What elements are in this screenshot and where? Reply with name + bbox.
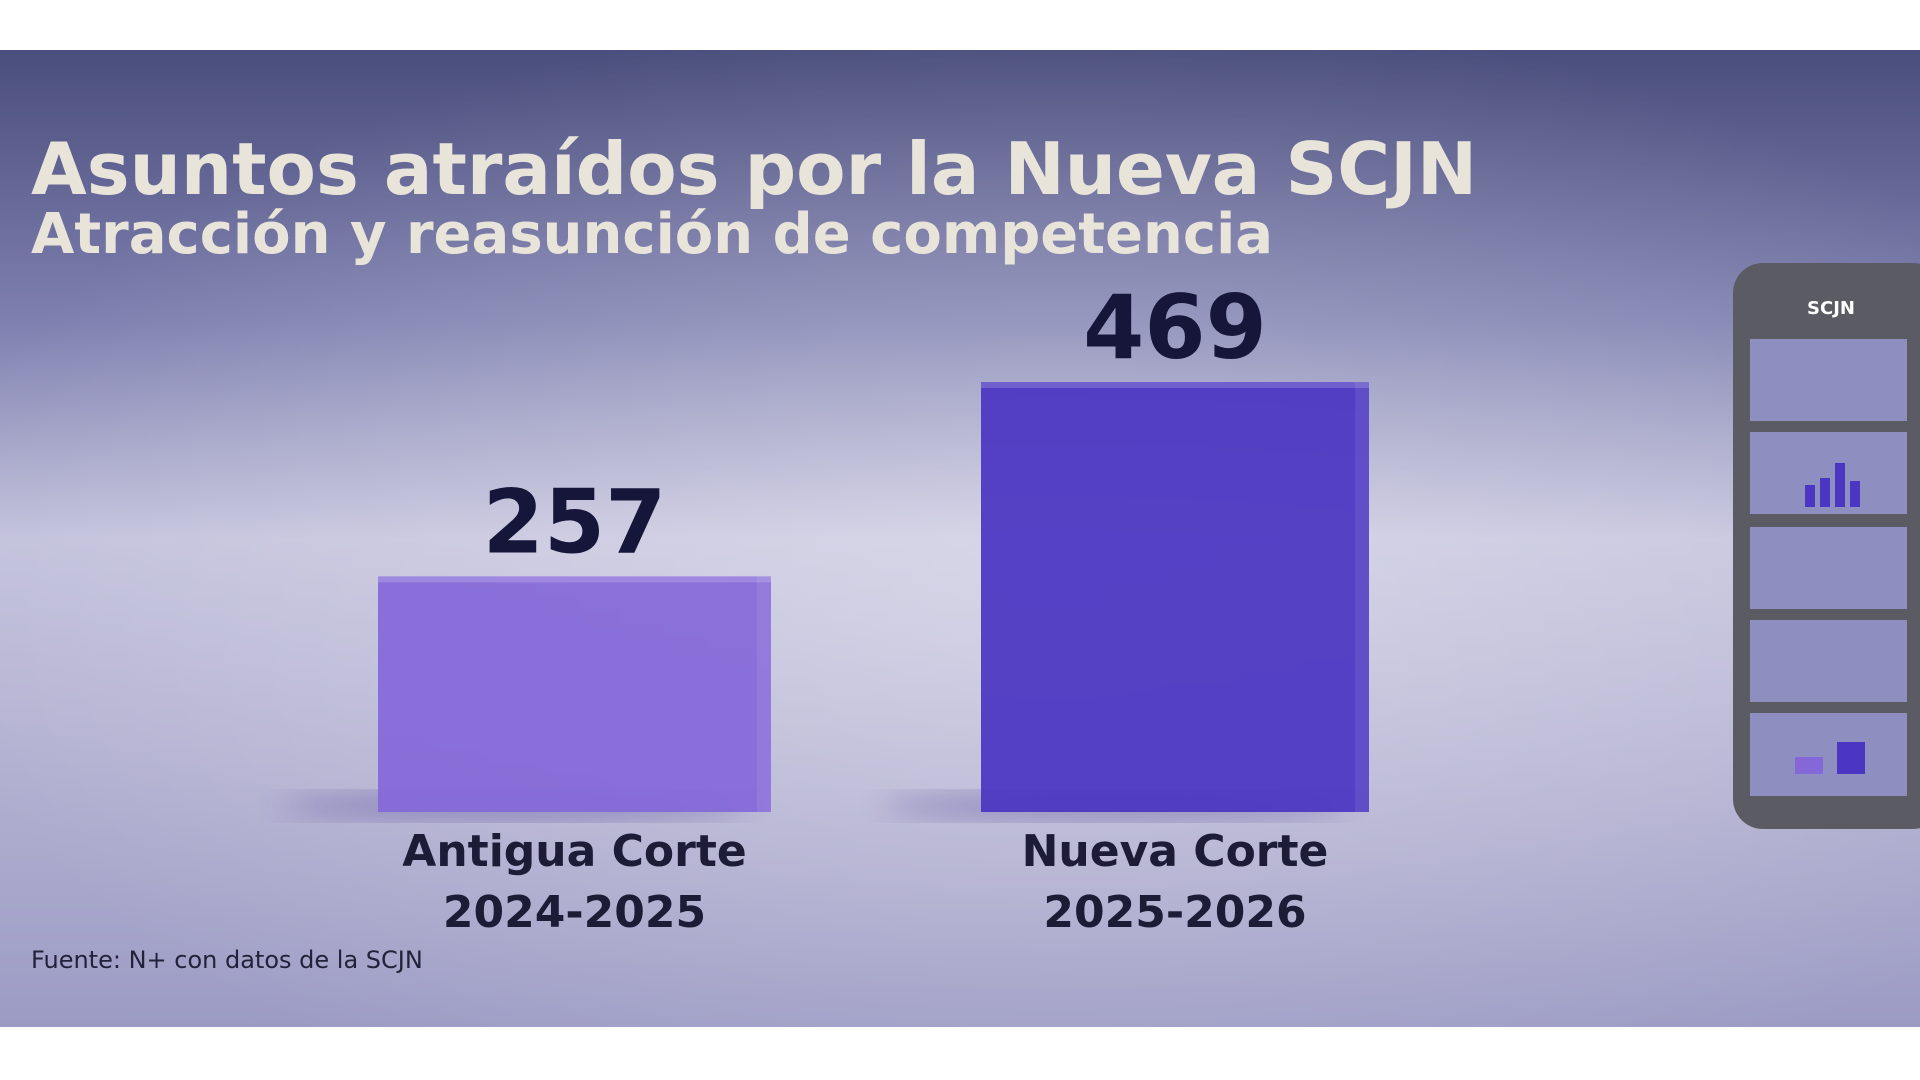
category-label: Nueva Corte	[1022, 826, 1329, 877]
side-panel: SCJN	[1733, 263, 1920, 829]
thumbnail-bar	[1795, 757, 1823, 774]
thumbnail[interactable]	[1750, 713, 1907, 796]
thumbnail-bar	[1850, 481, 1860, 507]
thumbnail[interactable]	[1750, 339, 1907, 421]
thumbnail-bar	[1805, 485, 1815, 507]
chart-subtitle: Atracción y reasunción de competencia	[31, 202, 1273, 267]
bar	[981, 382, 1369, 812]
panel-title: SCJN	[1807, 298, 1855, 319]
bar-top-face	[981, 382, 1369, 388]
category-label: Antigua Corte	[402, 826, 746, 877]
chart: 257 Antigua Corte 2024-2025 469 Nueva Corte 2…	[278, 276, 1369, 938]
thumbnail-bar	[1835, 463, 1845, 507]
period-label: 2024-2025	[443, 887, 706, 938]
chart-title: Asuntos atraídos por la Nueva SCJN	[31, 127, 1477, 211]
thumbnail[interactable]	[1750, 527, 1907, 609]
bar-side-face	[757, 576, 771, 812]
value-label: 469	[1083, 276, 1267, 379]
background-glow	[0, 50, 1920, 1027]
thumbnail-bar	[1837, 742, 1865, 774]
period-label: 2025-2026	[1043, 887, 1306, 938]
value-label: 257	[483, 470, 667, 573]
thumbnail-bar	[1820, 478, 1830, 507]
thumbnail[interactable]	[1750, 620, 1907, 702]
bar	[378, 576, 771, 812]
bar-side-face	[1355, 382, 1369, 812]
bar-top-face	[378, 576, 771, 583]
source-note: Fuente: N+ con datos de la SCJN	[31, 946, 423, 974]
